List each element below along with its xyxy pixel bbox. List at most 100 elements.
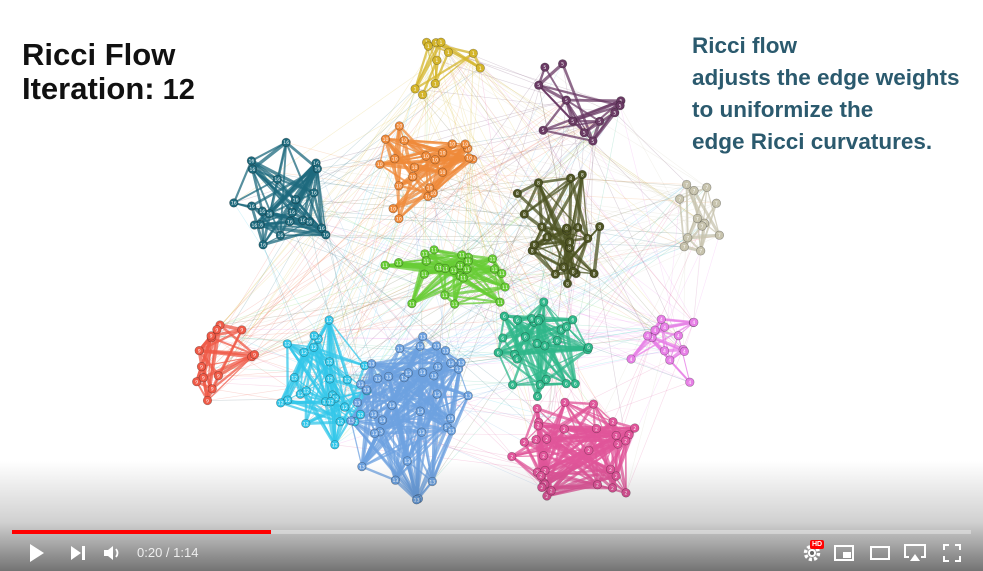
svg-text:6: 6 — [516, 318, 519, 324]
airplay-button[interactable] — [903, 541, 927, 565]
next-button[interactable] — [67, 541, 89, 565]
edge-community-12 — [286, 343, 332, 402]
svg-text:9: 9 — [217, 374, 220, 380]
node-community-11: 11 — [419, 269, 429, 279]
node-community-13: 13 — [387, 400, 397, 410]
node-community-2: 2 — [591, 423, 602, 434]
inter-edge — [328, 184, 687, 321]
edge-community-13 — [370, 363, 375, 415]
node-community-12: 12 — [309, 342, 319, 352]
svg-text:7: 7 — [685, 182, 688, 188]
edge-community-13 — [390, 404, 410, 462]
node-community-6: 6 — [493, 348, 503, 358]
inter-edge — [546, 236, 574, 320]
edge-community-5 — [537, 62, 564, 87]
svg-text:2: 2 — [540, 485, 543, 491]
node-community-6: 6 — [533, 316, 544, 326]
next-icon — [71, 546, 85, 560]
miniplayer-icon — [834, 545, 854, 561]
node-community-2: 2 — [531, 435, 541, 445]
inter-edge — [448, 52, 685, 247]
svg-text:2: 2 — [550, 489, 553, 495]
edge-community-13 — [357, 394, 469, 404]
svg-text:8: 8 — [572, 269, 575, 275]
edge-community-8 — [545, 173, 584, 238]
iteration-number: 12 — [162, 74, 195, 106]
svg-text:2: 2 — [624, 439, 627, 445]
caption-line-3: to uniformize the — [692, 97, 874, 122]
svg-text:13: 13 — [419, 430, 425, 436]
node-community-13: 13 — [377, 415, 388, 425]
inter-edge — [467, 148, 694, 323]
edge-community-1 — [413, 41, 443, 90]
node-community-9: 9 — [213, 371, 223, 381]
edge-community-16 — [254, 223, 327, 237]
edge-community-6 — [502, 301, 545, 339]
node-community-12: 12 — [324, 357, 335, 367]
svg-text:6: 6 — [587, 345, 590, 351]
node-community-6: 6 — [498, 333, 508, 343]
miniplayer-button[interactable] — [832, 541, 856, 565]
progress-bar[interactable] — [12, 530, 971, 534]
fullscreen-button[interactable] — [940, 541, 964, 565]
svg-text:6: 6 — [545, 377, 548, 383]
svg-text:4: 4 — [630, 357, 633, 363]
inter-edge — [211, 88, 416, 338]
inter-edge — [462, 53, 474, 278]
theater-mode-button[interactable] — [868, 541, 892, 565]
volume-button[interactable] — [101, 541, 125, 565]
node-community-2: 2 — [607, 483, 618, 493]
node-community-13: 13 — [373, 373, 383, 384]
node-community-6: 6 — [583, 342, 594, 352]
inter-edge — [316, 99, 567, 164]
node-community-4: 4 — [659, 346, 670, 356]
svg-text:4: 4 — [688, 380, 691, 386]
edge-community-2 — [523, 401, 566, 443]
node-community-12: 12 — [276, 398, 286, 408]
edge-community-13 — [372, 348, 401, 415]
svg-text:8: 8 — [581, 172, 584, 178]
inter-edge — [448, 52, 518, 360]
node-community-5: 5 — [568, 116, 578, 126]
node-community-2: 2 — [542, 434, 552, 444]
node-community-8: 8 — [566, 173, 576, 183]
node-community-8: 8 — [542, 232, 552, 242]
svg-text:9: 9 — [240, 328, 243, 334]
svg-text:13: 13 — [405, 371, 411, 377]
node-community-13: 13 — [412, 495, 422, 505]
svg-text:1: 1 — [440, 40, 443, 46]
inter-edge — [468, 256, 662, 320]
svg-text:12: 12 — [342, 405, 348, 411]
inter-edge — [207, 138, 386, 401]
node-community-12: 12 — [342, 375, 352, 385]
svg-text:11: 11 — [409, 301, 415, 307]
inter-edge — [254, 218, 400, 355]
svg-text:13: 13 — [375, 376, 381, 382]
edge-community-10 — [398, 187, 431, 220]
svg-text:16: 16 — [323, 233, 329, 239]
node-community-8: 8 — [565, 237, 575, 247]
inter-edge — [251, 271, 574, 358]
inter-edge — [538, 85, 570, 248]
node-community-10: 10 — [394, 214, 404, 224]
edge-community-6 — [514, 346, 589, 356]
edge-community-5 — [565, 99, 594, 142]
svg-text:8: 8 — [554, 272, 557, 278]
play-button[interactable] — [26, 541, 48, 565]
svg-text:8: 8 — [565, 226, 568, 232]
settings-button[interactable]: HD — [800, 540, 825, 565]
svg-text:11: 11 — [451, 268, 457, 274]
inter-edge — [577, 190, 695, 228]
inter-edge — [452, 143, 685, 247]
node-community-8: 8 — [583, 233, 593, 243]
svg-text:16: 16 — [277, 233, 283, 239]
svg-text:11: 11 — [459, 253, 465, 259]
edge-community-2 — [535, 428, 565, 441]
inter-edge — [684, 235, 720, 352]
edge-community-13 — [399, 335, 424, 350]
svg-text:16: 16 — [306, 220, 312, 226]
svg-text:4: 4 — [663, 349, 666, 355]
inter-edge — [201, 105, 621, 367]
node-community-11: 11 — [380, 260, 390, 270]
